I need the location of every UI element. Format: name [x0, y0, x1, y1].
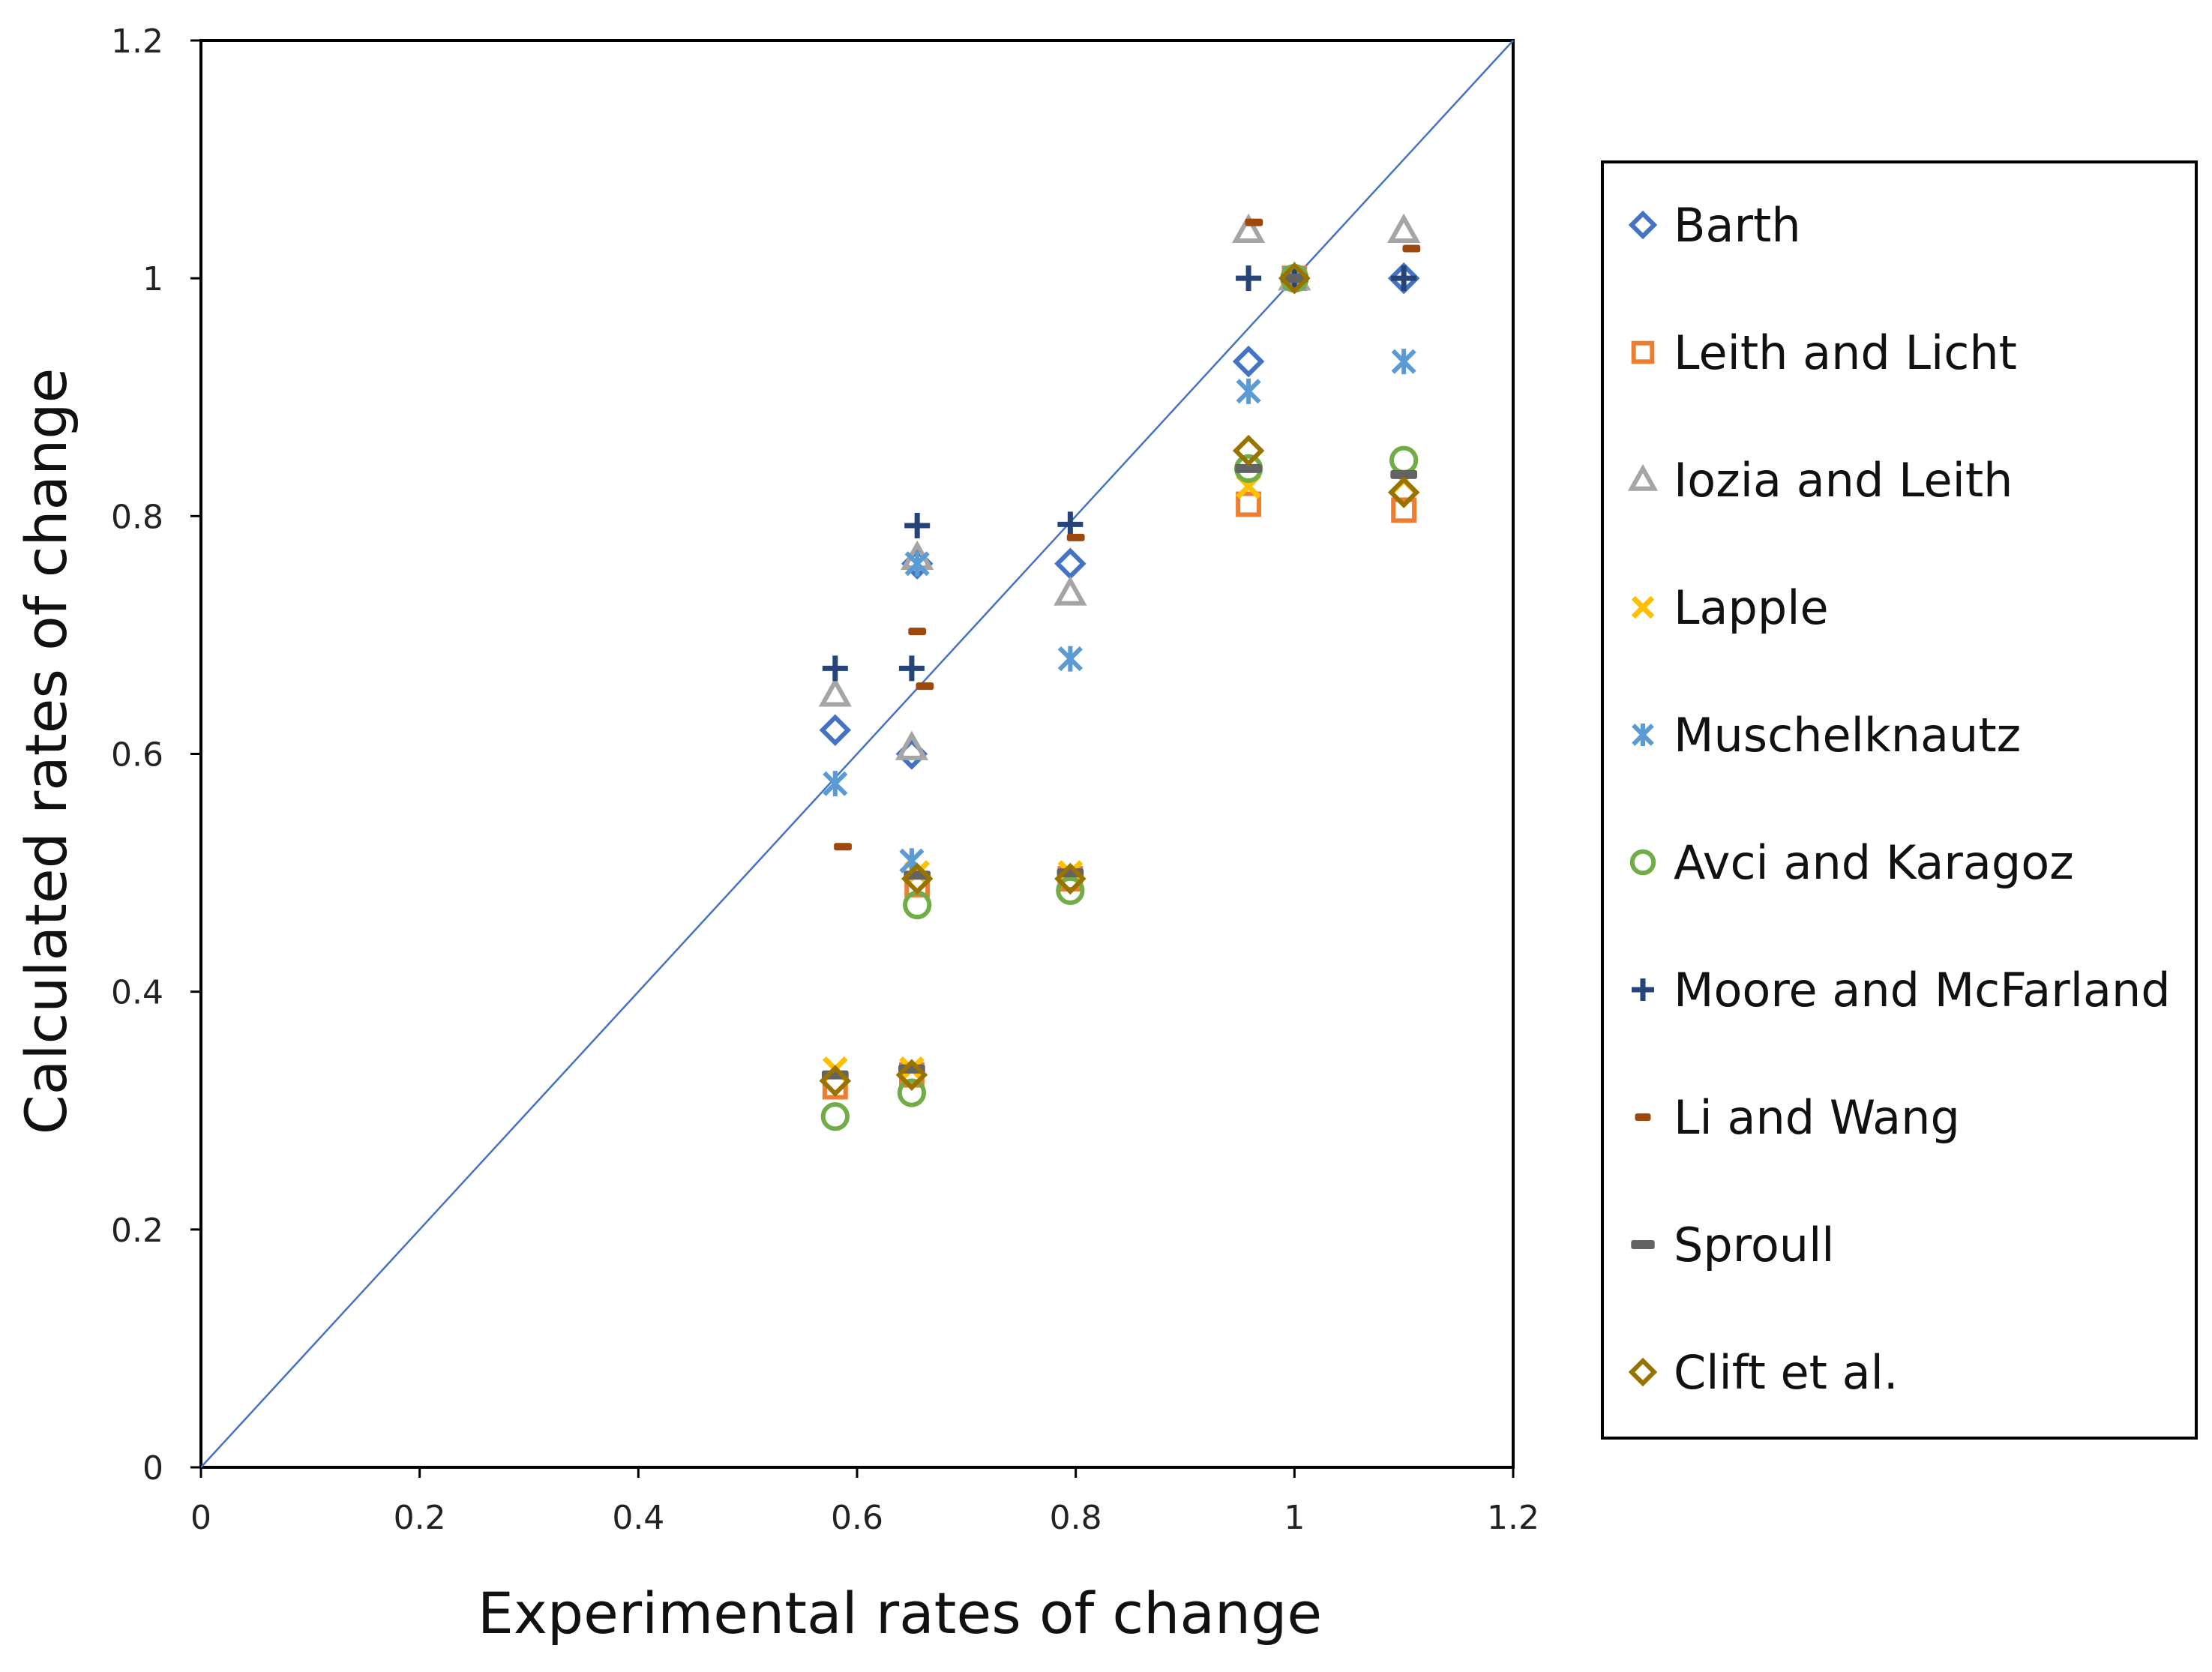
legend-item: Sproull [1631, 1218, 1835, 1272]
data-point [822, 655, 848, 682]
legend-marker [1632, 724, 1654, 746]
y-tick-label: 0.8 [111, 498, 163, 536]
data-point [1236, 491, 1262, 517]
series-clift-et-al [819, 262, 1420, 1097]
data-point [1235, 463, 1262, 473]
legend-item: Leith and Licht [1631, 325, 2017, 380]
legend-item: Lapple [1631, 580, 1829, 635]
data-point [1057, 646, 1083, 672]
data-point [818, 677, 852, 707]
x-tick-label: 0.8 [1050, 1499, 1102, 1537]
data-point [1057, 511, 1084, 538]
legend-item: Barth [1628, 198, 1801, 253]
legend-marker [1627, 463, 1659, 491]
data-point [820, 1102, 850, 1131]
legend-marker [1631, 1240, 1655, 1249]
legend-item: Avci and Karagoz [1629, 835, 2074, 890]
data-point [901, 862, 934, 895]
legend-label: Iozia and Leith [1674, 453, 2013, 508]
data-point [904, 550, 930, 577]
legend-item: Iozia and Leith [1627, 453, 2013, 508]
data-point [1066, 533, 1085, 541]
y-tick-label: 0.4 [111, 974, 163, 1012]
y-axis-title: Calculated rates of change [13, 368, 79, 1135]
legend-label: Clift et al. [1674, 1345, 1899, 1400]
legend-label: Muschelknautz [1674, 708, 2021, 763]
legend-item: Muschelknautz [1632, 708, 2021, 763]
x-axis-title: Experimental rates of change [478, 1580, 1322, 1647]
data-point [1391, 265, 1417, 292]
y-tick-label: 0 [142, 1449, 163, 1488]
data-point [1391, 349, 1416, 375]
data-point [1232, 434, 1265, 467]
legend-label: Avci and Karagoz [1674, 835, 2074, 890]
data-point [1054, 862, 1087, 895]
x-tick-label: 0.2 [394, 1499, 446, 1537]
data-point [904, 513, 931, 539]
legend-marker [1635, 1113, 1651, 1121]
data-point [819, 714, 852, 747]
y-tick-label: 0.2 [111, 1212, 163, 1250]
x-tick-label: 1.2 [1487, 1499, 1539, 1537]
data-point [1236, 265, 1262, 292]
data-point [897, 1078, 927, 1107]
legend-label: Barth [1674, 198, 1801, 253]
y-tick-label: 0.6 [111, 736, 163, 775]
legend-marker [1629, 849, 1656, 876]
x-tick-label: 0.6 [831, 1499, 883, 1537]
data-point [1402, 244, 1421, 253]
legend-marker [1628, 210, 1658, 240]
data-point [1278, 262, 1311, 295]
legend-label: Leith and Licht [1674, 325, 2017, 380]
data-point [1236, 378, 1261, 404]
data-point [1056, 876, 1085, 906]
data-point [1232, 345, 1265, 378]
legend-box [1601, 160, 2198, 1440]
legend-item: Clift et al. [1628, 1345, 1899, 1400]
data-point [908, 628, 927, 636]
data-point [1387, 476, 1420, 508]
legend-marker [1628, 1357, 1658, 1387]
x-tick-label: 1 [1284, 1499, 1305, 1537]
data-point [1245, 218, 1263, 226]
legend-item: Li and Wang [1635, 1090, 1960, 1145]
data-point [1054, 576, 1087, 606]
data-point [1231, 213, 1266, 243]
legend-item: Moore and McFarland [1632, 963, 2171, 1017]
data-point [916, 682, 934, 691]
data-point [1387, 213, 1421, 243]
x-tick-label: 0 [190, 1499, 211, 1537]
data-point [823, 771, 848, 797]
data-point [819, 1065, 852, 1097]
data-point [895, 1059, 928, 1091]
x-tick-label: 0.4 [612, 1499, 664, 1537]
data-point [834, 843, 852, 851]
y-tick-label: 1.2 [111, 22, 163, 61]
legend-marker [1631, 595, 1655, 619]
axis-ticks: 0 0.2 0.4 0.6 0.8 1 1.2 0 0.2 0.4 0.6 0.8 1 1.2 [111, 22, 1539, 1537]
legend-label: Moore and McFarland [1674, 963, 2171, 1017]
data-point [1391, 497, 1417, 523]
legend-label: Lapple [1674, 580, 1829, 635]
legend-marker [1631, 340, 1655, 364]
legend-label: Sproull [1674, 1218, 1835, 1272]
data-point [1390, 469, 1418, 479]
data-point [898, 655, 925, 682]
data-point [1281, 274, 1308, 283]
legend-marker [1632, 978, 1654, 1001]
data-points [818, 213, 1421, 1131]
y-tick-label: 1 [142, 260, 163, 298]
data-point [895, 730, 929, 760]
series-moore-and-mcfarland [822, 265, 1417, 682]
legend: Barth Leith and Licht Iozia and Leith Lappl… [1601, 160, 2198, 1440]
legend-label: Li and Wang [1674, 1090, 1960, 1145]
